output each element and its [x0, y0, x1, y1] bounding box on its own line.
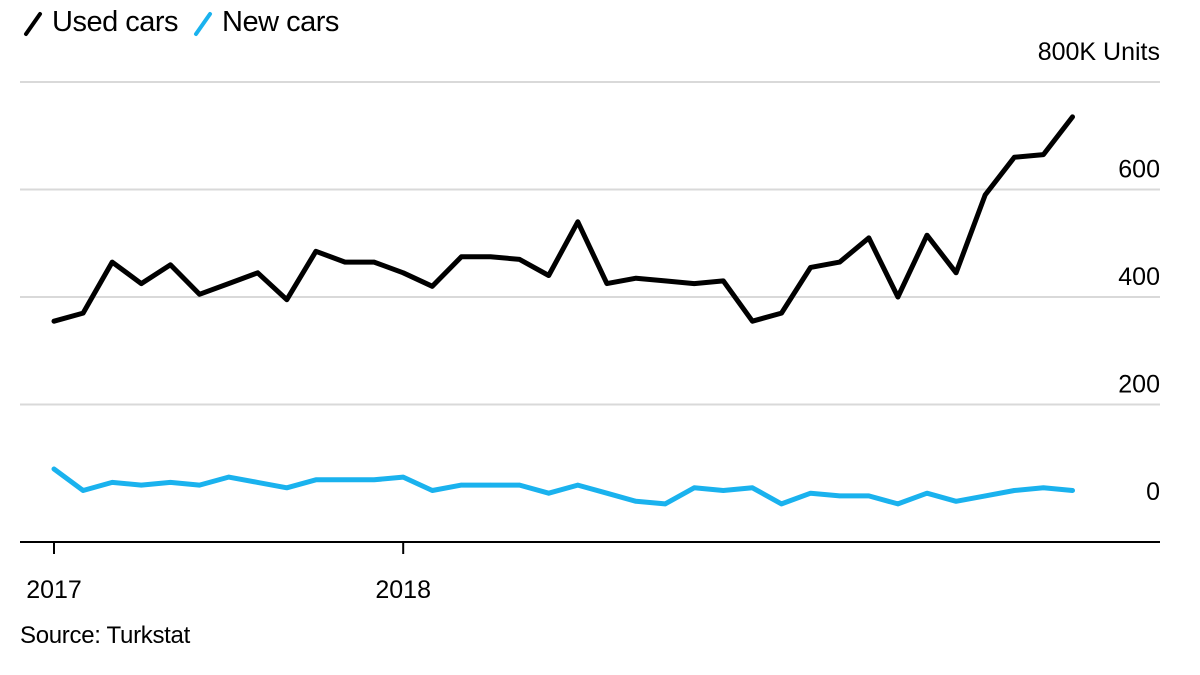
- data-point: [80, 310, 86, 316]
- data-point: [1041, 152, 1046, 157]
- legend-swatch-new-cars-icon: [194, 11, 213, 36]
- data-point: [604, 281, 610, 286]
- data-point: [284, 485, 289, 491]
- data-point: [662, 501, 668, 507]
- data-point: [575, 482, 580, 488]
- data-point: [692, 485, 697, 491]
- data-point: [692, 281, 697, 286]
- data-point: [1012, 155, 1017, 160]
- data-point: [953, 499, 959, 504]
- x-tick-label: 2018: [375, 576, 431, 604]
- y-tick-label: 0: [1146, 478, 1160, 506]
- data-point: [284, 297, 289, 302]
- data-point: [51, 466, 57, 472]
- legend-swatch-used-cars-icon: [24, 11, 42, 36]
- data-point: [662, 278, 668, 284]
- data-point: [110, 480, 115, 485]
- data-point: [401, 474, 406, 480]
- data-point: [517, 257, 522, 262]
- y-tick-label: 400: [1118, 263, 1160, 291]
- y-tick-label: 200: [1118, 371, 1160, 399]
- data-point: [226, 281, 231, 286]
- data-point: [837, 259, 842, 265]
- data-point: [866, 493, 871, 499]
- data-point: [895, 294, 901, 300]
- data-point: [197, 482, 202, 488]
- data-point: [779, 501, 784, 507]
- data-point: [895, 501, 901, 507]
- data-point: [633, 499, 639, 504]
- data-point: [430, 488, 435, 493]
- data-point: [808, 265, 813, 270]
- data-point: [1041, 485, 1046, 491]
- data-point: [488, 254, 493, 259]
- data-point: [313, 477, 319, 482]
- data-point: [924, 490, 930, 496]
- data-point: [924, 232, 930, 238]
- data-point: [342, 259, 348, 265]
- data-point: [371, 259, 377, 265]
- data-point: [1012, 488, 1017, 493]
- data-point: [604, 490, 610, 496]
- data-point: [255, 270, 260, 276]
- data-point: [430, 284, 435, 289]
- data-point: [51, 318, 57, 324]
- data-point: [750, 318, 755, 324]
- data-point: [313, 249, 319, 254]
- data-point: [459, 482, 464, 488]
- data-point: [953, 270, 959, 276]
- data-point: [633, 275, 639, 281]
- data-point: [808, 490, 813, 496]
- legend-item-new-cars: New cars: [192, 6, 339, 39]
- data-point: [983, 192, 988, 198]
- y-tick-label: 600: [1118, 156, 1160, 184]
- data-point: [1070, 114, 1075, 120]
- data-point: [750, 485, 755, 491]
- data-point: [80, 488, 86, 493]
- data-point: [837, 493, 842, 499]
- data-point: [546, 273, 551, 278]
- data-point: [168, 480, 173, 485]
- data-point: [517, 482, 522, 488]
- data-point: [139, 482, 144, 488]
- data-point: [983, 493, 988, 499]
- data-point: [779, 310, 784, 316]
- data-point: [1070, 488, 1075, 493]
- data-point: [139, 281, 144, 286]
- legend: Used cars New cars: [22, 6, 339, 39]
- data-point: [255, 480, 260, 485]
- data-point: [546, 490, 551, 496]
- data-point: [110, 259, 115, 265]
- data-point: [459, 254, 464, 259]
- data-point: [721, 278, 726, 284]
- data-point: [488, 482, 493, 488]
- y-tick-label: 800K Units: [1038, 38, 1160, 66]
- data-point: [226, 474, 231, 480]
- legend-label-new-cars: New cars: [222, 6, 339, 38]
- legend-item-used-cars: Used cars: [22, 6, 179, 39]
- data-point: [866, 235, 871, 241]
- data-point: [168, 262, 173, 267]
- series-line-used-cars: [51, 114, 1075, 324]
- data-point: [197, 292, 202, 297]
- data-point: [575, 219, 580, 224]
- x-tick-label: 2017: [26, 576, 82, 604]
- data-point: [721, 488, 726, 493]
- legend-label-used-cars: Used cars: [52, 6, 179, 38]
- series-line-new-cars: [51, 466, 1075, 507]
- data-point: [401, 270, 406, 276]
- source-note: Source: Turkstat: [20, 622, 190, 649]
- data-point: [371, 477, 377, 482]
- data-point: [342, 477, 348, 482]
